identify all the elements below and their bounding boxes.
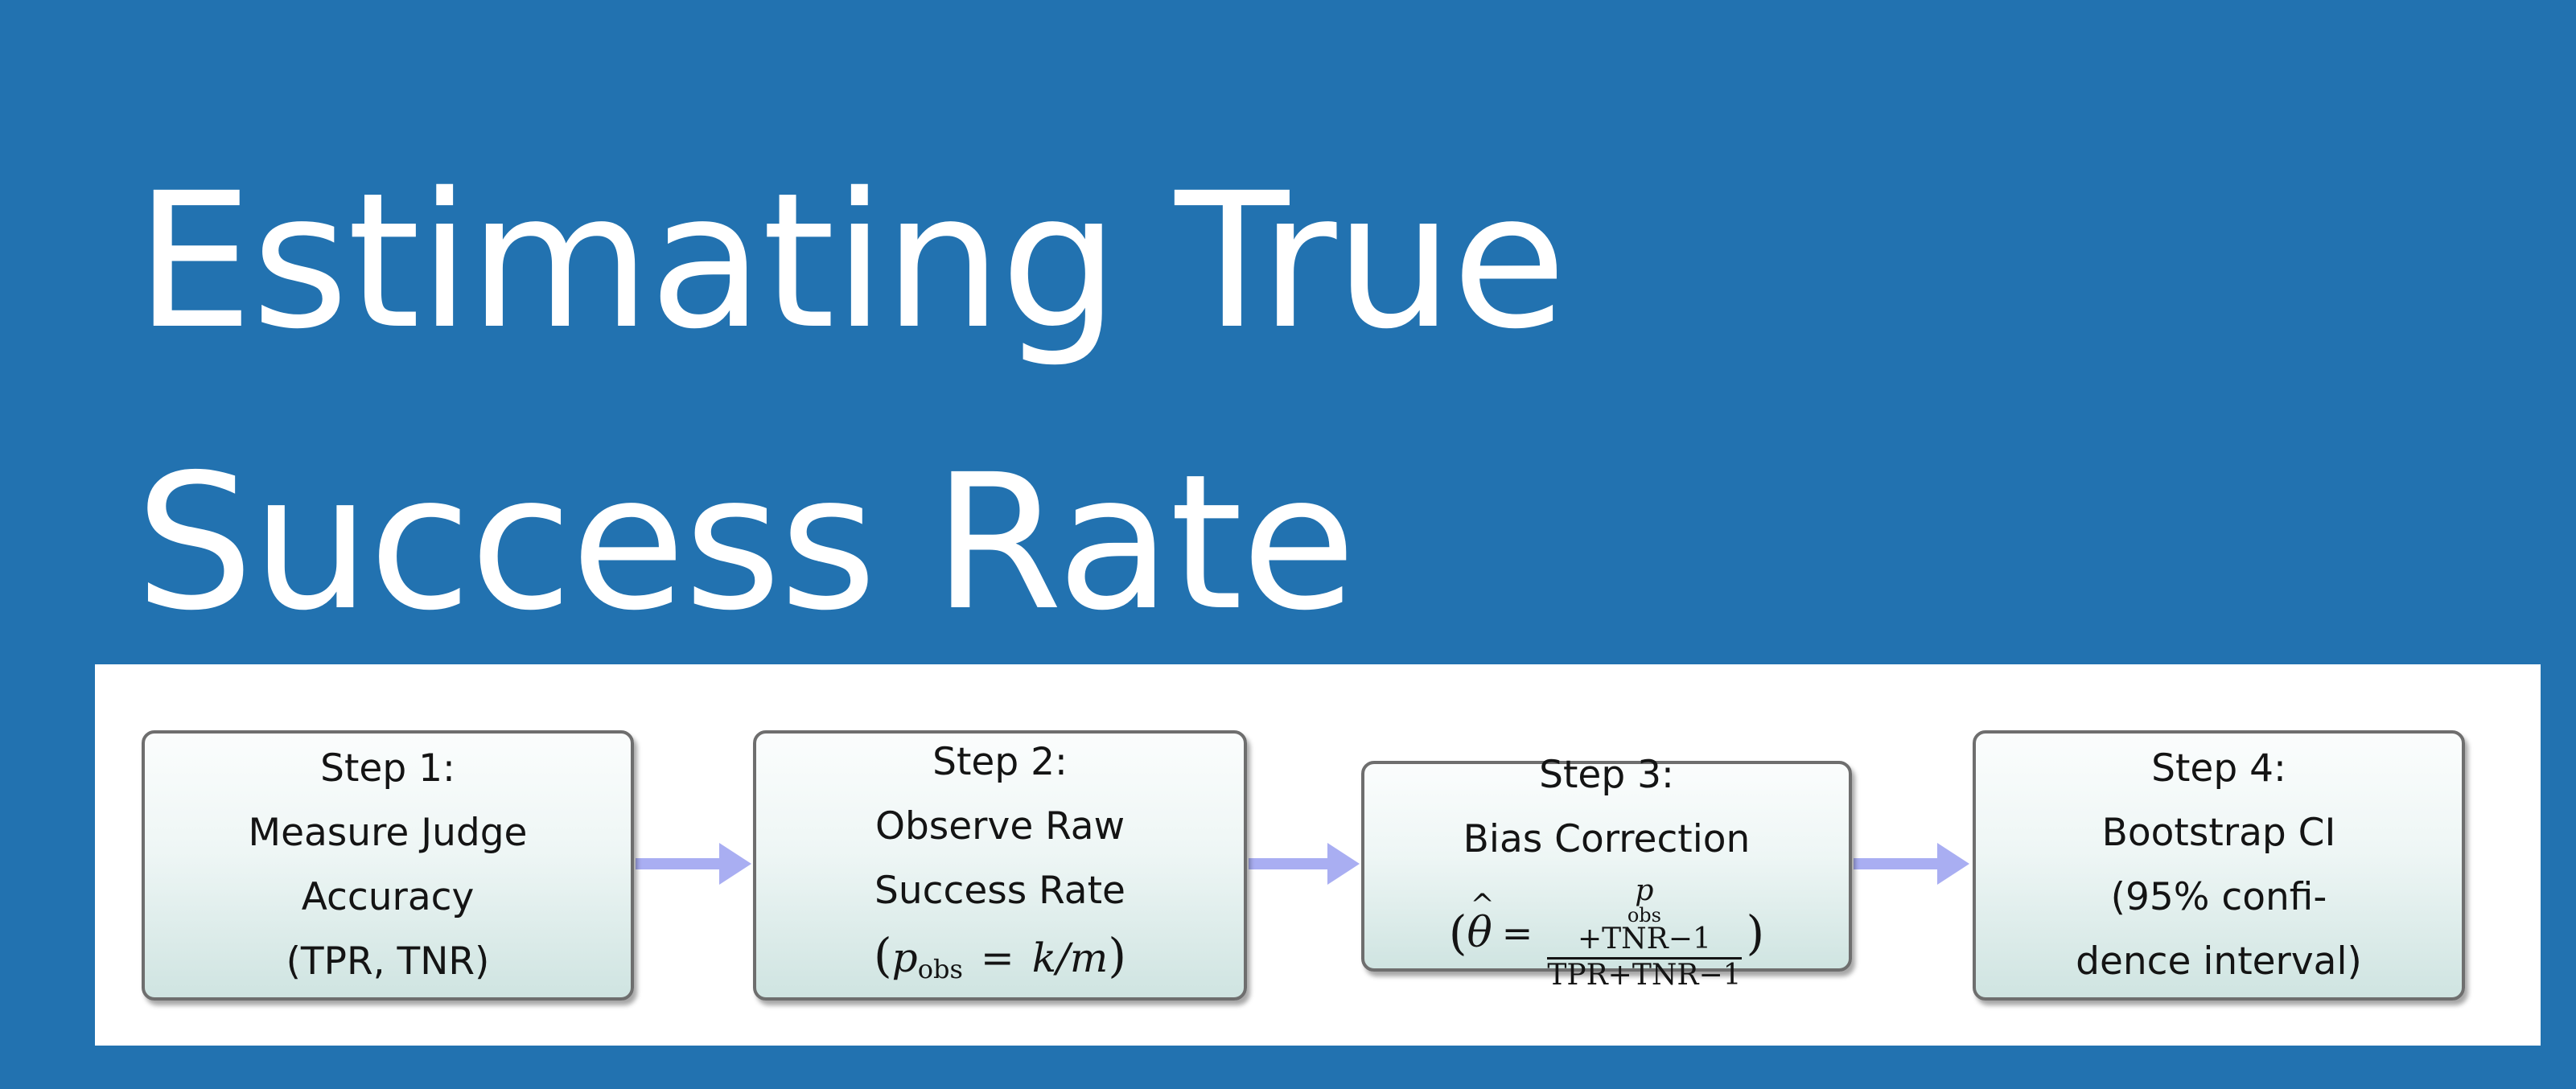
step-4-line-1: Bootstrap CI <box>2101 811 2336 855</box>
fraction-denominator: TPR+TNR−1 <box>1547 958 1742 992</box>
formula3-equals: = <box>1501 911 1533 955</box>
step-2-formula: (pobs = k/m) <box>874 923 1126 1001</box>
hat-accent: ^ <box>1470 889 1495 922</box>
bias-correction-formula: ( ^ θ = p obs +TNR−1 TPR+TNR−1 ) <box>1448 873 1765 992</box>
step-3-heading: Step 3: <box>1539 752 1674 797</box>
step-2-box: Step 2: Observe Raw Success Rate (pobs = k… <box>753 730 1247 1001</box>
step-1-line-3: (TPR, TNR) <box>286 939 490 984</box>
numerator-rest: +TNR−1 <box>1578 922 1711 955</box>
numerator-subscript: obs <box>1627 903 1661 927</box>
step-3-line-1: Bias Correction <box>1463 816 1751 861</box>
step-2-line-2: Success Rate <box>874 868 1125 913</box>
formula3-close-paren: ) <box>1746 906 1765 960</box>
theta-letter: θ <box>1467 909 1492 957</box>
diagram-panel: Step 1: Measure Judge Accuracy (TPR, TNR… <box>95 664 2541 1046</box>
formula-open-paren: ( <box>874 927 892 983</box>
formula-p-var: p <box>891 934 918 981</box>
formula-equals: = <box>980 934 1014 981</box>
flow-arrows <box>636 843 1969 885</box>
arrow-step3-to-step4 <box>1854 843 1969 885</box>
formula-rhs: k/m <box>1031 934 1109 981</box>
slide-title: Estimating True Success Rate <box>135 121 1566 684</box>
step-2-line-1: Observe Raw <box>874 803 1125 849</box>
formula-close-paren: ) <box>1108 927 1126 983</box>
step-1-line-2: Accuracy <box>301 875 475 919</box>
formula3-open-paren: ( <box>1448 906 1467 960</box>
step-1-heading: Step 1: <box>320 746 455 791</box>
fraction-numerator: p obs +TNR−1 <box>1547 873 1742 960</box>
theta-hat-symbol: ^ θ <box>1467 891 1494 957</box>
arrow-step2-to-step3 <box>1249 843 1360 885</box>
step-1-line-1: Measure Judge <box>248 811 528 855</box>
fraction: p obs +TNR−1 TPR+TNR−1 <box>1547 873 1742 992</box>
step-4-line-3: dence interval) <box>2076 939 2362 984</box>
step-3-box: Step 3: Bias Correction ( ^ θ = p obs +TNR−… <box>1361 753 1852 989</box>
step-1-box: Step 1: Measure Judge Accuracy (TPR, TNR… <box>142 730 634 1001</box>
step-4-box: Step 4: Bootstrap CI (95% confi- dence i… <box>1973 730 2465 1001</box>
step-2-heading: Step 2: <box>932 739 1068 784</box>
formula-p-subscript: obs <box>917 953 963 984</box>
arrow-step1-to-step2 <box>636 843 751 885</box>
title-line-1: Estimating True <box>135 153 1566 370</box>
step-4-heading: Step 4: <box>2151 746 2286 791</box>
title-line-2: Success Rate <box>135 434 1356 651</box>
numerator-p-var: p <box>1635 873 1654 907</box>
step-4-line-2: (95% confi- <box>2110 875 2327 919</box>
